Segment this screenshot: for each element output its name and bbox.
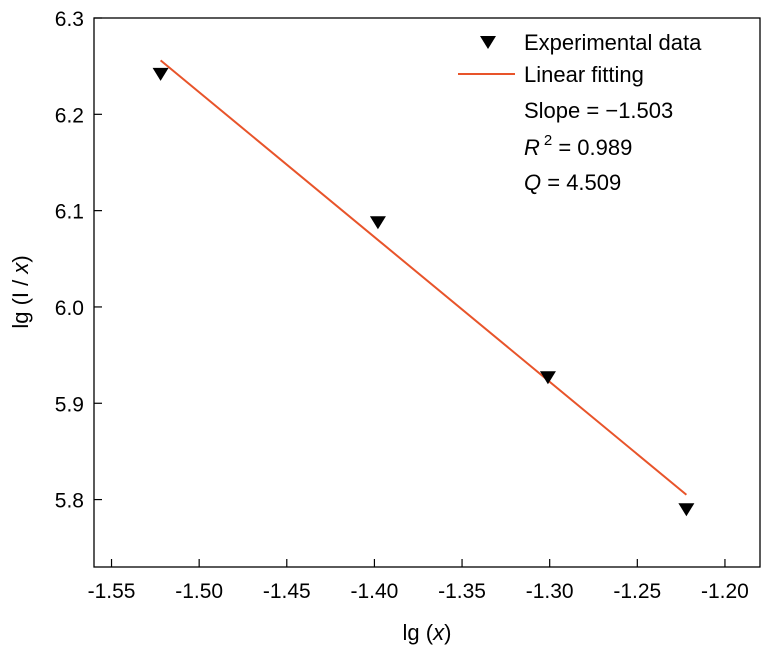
y-tick-label: 5.8 xyxy=(55,490,84,513)
y-tick-label: 5.9 xyxy=(55,393,84,416)
slope-annotation: Slope = −1.503 xyxy=(524,98,673,123)
x-tick-label: -1.45 xyxy=(263,580,311,603)
x-tick-label: -1.40 xyxy=(350,580,398,603)
x-axis-ticks: -1.55 -1.50 -1.45 -1.40 -1.35 -1.30 -1.25 -1.20 xyxy=(88,559,749,603)
y-tick-label: 6.0 xyxy=(55,297,84,320)
linear-fit-line xyxy=(159,59,688,496)
legend-label-linear: Linear fitting xyxy=(524,62,644,87)
plot-frame xyxy=(93,17,761,568)
x-tick-label: -1.55 xyxy=(88,580,136,603)
x-tick-label: -1.35 xyxy=(438,580,486,603)
y-tick-label: 6.1 xyxy=(55,201,84,224)
data-point-marker xyxy=(152,67,169,81)
legend-label-experimental: Experimental data xyxy=(524,30,702,55)
y-tick-label: 6.3 xyxy=(55,8,84,31)
x-tick-label: -1.30 xyxy=(526,580,574,603)
data-point-marker xyxy=(369,216,386,230)
experimental-data-points xyxy=(152,67,695,517)
legend-triangle-marker xyxy=(480,36,496,49)
data-point-marker xyxy=(539,371,556,385)
x-tick-label: -1.25 xyxy=(613,580,661,603)
x-tick-label: -1.50 xyxy=(175,580,223,603)
legend: Experimental data Linear fitting Slope =… xyxy=(458,30,702,195)
y-tick-label: 6.2 xyxy=(55,104,84,127)
y-axis-ticks: 5.8 5.9 6.0 6.1 6.2 6.3 xyxy=(55,8,102,513)
x-tick-label: -1.20 xyxy=(701,580,749,603)
x-axis-label: lg (x) xyxy=(403,620,452,645)
q-annotation: Q = 4.509 xyxy=(524,170,621,195)
y-axis-label: lg (I / x) xyxy=(8,255,33,328)
data-point-marker xyxy=(678,503,695,517)
